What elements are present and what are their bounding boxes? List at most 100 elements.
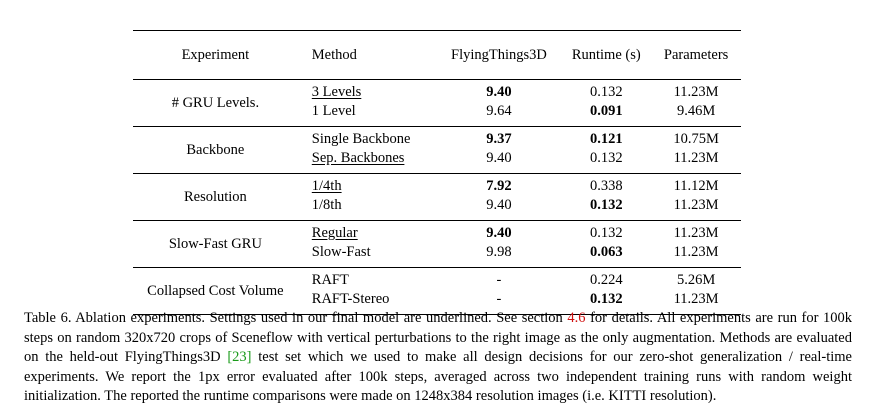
parameters-cell-value: 11.12M — [673, 178, 719, 194]
runtime-cell: 0.132 — [561, 196, 651, 221]
runtime-cell: 0.132 — [561, 79, 652, 102]
method-cell-value: RAFT — [311, 272, 349, 288]
flyingthings3d-cell: 9.40 — [436, 79, 562, 102]
flyingthings3d-cell: 9.64 — [437, 102, 562, 127]
flyingthings3d-cell: 9.40 — [436, 220, 562, 243]
parameters-cell: 11.23M — [651, 220, 741, 243]
parameters-cell: 11.23M — [651, 290, 741, 315]
runtime-cell: 0.132 — [561, 290, 652, 315]
runtime-cell-value: 0.063 — [589, 244, 623, 260]
table-row: Resolution 1/4th 7.92 0.338 11.12M — [133, 173, 741, 221]
flyingthings3d-cell: - — [436, 290, 562, 315]
experiment-cell: Resolution — [133, 173, 298, 221]
header-experiment: Experiment — [133, 30, 298, 80]
flyingthings3d-cell: - — [436, 267, 562, 290]
method-cell: Regular — [297, 220, 437, 243]
method-cell-value: 1 Level — [311, 103, 356, 119]
table-body: # GRU Levels. 3 Levels 9.40 0.132 11.23M 1 Le… — [133, 79, 741, 315]
method-cell-value: 1/4th — [311, 178, 342, 194]
flyingthings3d-cell-value: 9.40 — [486, 84, 512, 100]
runtime-cell-value: 0.121 — [589, 131, 623, 147]
method-cell-value: 3 Levels — [311, 84, 362, 100]
parameters-cell-value: 11.23M — [673, 225, 719, 241]
method-cell-value: RAFT-Stereo — [311, 291, 390, 307]
citation-link[interactable]: [23] — [227, 349, 252, 365]
table-row: Slow-Fast GRU Regular 9.40 0.132 11.23M — [133, 220, 741, 268]
ablation-table-container: Experiment Method FlyingThings3D Runtime… — [133, 30, 741, 315]
table-row: Sep. Backbones 9.40 0.132 11.23M — [133, 149, 741, 174]
runtime-cell: 0.063 — [561, 243, 651, 268]
runtime-cell-value: 0.132 — [589, 291, 623, 307]
flyingthings3d-cell-value: 9.40 — [486, 225, 512, 241]
parameters-cell-value: 11.23M — [673, 150, 719, 166]
runtime-cell-value: 0.132 — [589, 84, 623, 100]
runtime-cell: 0.132 — [561, 149, 651, 174]
flyingthings3d-cell-value: 9.40 — [486, 197, 512, 213]
method-cell: Single Backbone — [297, 126, 437, 149]
runtime-cell: 0.091 — [561, 102, 651, 127]
flyingthings3d-cell-value: 9.98 — [486, 244, 512, 260]
runtime-cell: 0.132 — [561, 220, 652, 243]
caption-text-1: Table 6. Ablation experiments. Settings … — [24, 310, 568, 326]
parameters-cell-value: 9.46M — [676, 103, 716, 119]
flyingthings3d-cell-value: - — [496, 272, 502, 288]
table-row: 1 Level 9.64 0.091 9.46M — [133, 102, 741, 127]
flyingthings3d-cell-value: - — [496, 291, 502, 307]
flyingthings3d-cell-value: 9.64 — [486, 103, 512, 119]
method-cell-value: Slow-Fast — [311, 244, 371, 260]
table-row: Backbone Single Backbone 9.37 0.121 10.75M — [133, 126, 741, 174]
header-method: Method — [297, 30, 437, 80]
table-row: # GRU Levels. 3 Levels 9.40 0.132 11.23M — [133, 79, 741, 127]
parameters-cell: 11.23M — [651, 149, 741, 174]
header-flyingthings3d: FlyingThings3D — [436, 30, 562, 80]
method-cell-value: 1/8th — [311, 197, 342, 213]
experiment-cell: Slow-Fast GRU — [133, 220, 298, 268]
flyingthings3d-cell: 7.92 — [436, 173, 562, 196]
parameters-cell-value: 11.23M — [673, 291, 719, 307]
runtime-cell-value: 0.091 — [589, 103, 623, 119]
table-row: 1/8th 9.40 0.132 11.23M — [133, 196, 741, 221]
flyingthings3d-cell: 9.40 — [437, 149, 562, 174]
parameters-cell: 11.23M — [651, 243, 741, 268]
table-row: Collapsed Cost Volume RAFT - 0.224 5.26M — [133, 267, 741, 315]
table-caption: Table 6. Ablation experiments. Settings … — [24, 309, 852, 407]
method-cell: Sep. Backbones — [298, 149, 437, 174]
parameters-cell-value: 5.26M — [676, 272, 716, 288]
header-runtime: Runtime (s) — [561, 30, 652, 80]
method-cell: 1/8th — [298, 196, 437, 221]
experiment-cell: Backbone — [133, 126, 298, 174]
parameters-cell-value: 11.23M — [673, 197, 719, 213]
table-header-row: Experiment Method FlyingThings3D Runtime… — [133, 30, 741, 80]
runtime-cell: 0.338 — [561, 173, 652, 196]
method-cell: RAFT — [297, 267, 437, 290]
table-row: RAFT-Stereo - 0.132 11.23M — [133, 290, 741, 315]
runtime-cell-value: 0.224 — [589, 272, 623, 288]
caption-text-2: for details. All experiments are run for… — [24, 310, 853, 365]
method-cell-value: Sep. Backbones — [311, 150, 405, 166]
runtime-cell-value: 0.132 — [589, 197, 623, 213]
runtime-cell-value: 0.132 — [589, 225, 623, 241]
ablation-table: Experiment Method FlyingThings3D Runtime… — [133, 30, 741, 315]
flyingthings3d-cell-value: 7.92 — [486, 178, 512, 194]
section-reference-link[interactable]: 4.6 — [567, 310, 586, 326]
method-cell-value: Regular — [311, 225, 358, 241]
parameters-cell: 11.23M — [651, 79, 741, 102]
runtime-cell-value: 0.132 — [589, 150, 623, 166]
experiment-cell: # GRU Levels. — [133, 79, 298, 127]
header-parameters: Parameters — [651, 30, 741, 80]
flyingthings3d-cell-value: 9.37 — [486, 131, 512, 147]
runtime-cell: 0.121 — [561, 126, 652, 149]
parameters-cell-value: 11.23M — [673, 244, 719, 260]
table-row: Slow-Fast 9.98 0.063 11.23M — [133, 243, 741, 268]
runtime-cell: 0.224 — [561, 267, 652, 290]
parameters-cell: 11.23M — [651, 196, 741, 221]
method-cell-value: Single Backbone — [311, 131, 411, 147]
parameters-cell: 9.46M — [651, 102, 741, 127]
runtime-cell-value: 0.338 — [589, 178, 623, 194]
experiment-cell: Collapsed Cost Volume — [133, 267, 298, 315]
parameters-cell: 10.75M — [651, 126, 741, 149]
method-cell: 1/4th — [297, 173, 437, 196]
parameters-cell: 5.26M — [651, 267, 741, 290]
flyingthings3d-cell: 9.98 — [437, 243, 562, 268]
parameters-cell: 11.12M — [651, 173, 741, 196]
